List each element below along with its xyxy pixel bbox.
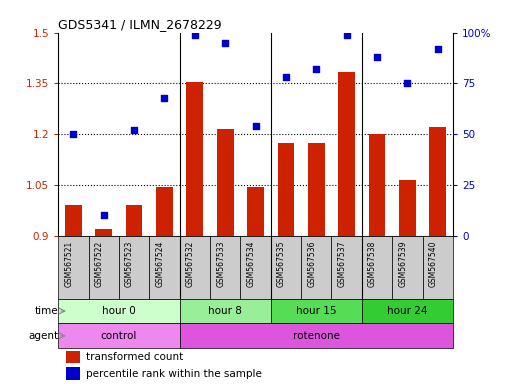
Point (99, 212, 108, 218)
Bar (66, 351, 80, 364)
Point (221, 40, 229, 46)
Bar (307, 142, 324, 235)
Text: GSM567534: GSM567534 (246, 241, 255, 287)
Text: GSM567523: GSM567523 (125, 241, 134, 287)
Bar (300, 235, 331, 299)
Point (281, 74, 289, 80)
Bar (58, 299, 179, 323)
Bar (179, 299, 270, 323)
Point (342, 31, 350, 38)
Text: transformed count: transformed count (86, 352, 183, 362)
Point (312, 66, 320, 72)
Text: GDS5341 / ILMN_2678229: GDS5341 / ILMN_2678229 (58, 18, 221, 31)
Bar (270, 299, 361, 323)
Bar (66, 367, 80, 380)
Text: GSM567540: GSM567540 (428, 241, 437, 287)
Bar (179, 323, 452, 348)
Bar (270, 235, 300, 299)
Point (69, 131, 77, 137)
Text: hour 15: hour 15 (295, 306, 336, 316)
Text: time: time (34, 306, 58, 316)
Text: GSM567521: GSM567521 (64, 241, 73, 287)
Bar (331, 235, 361, 299)
Text: hour 24: hour 24 (386, 306, 427, 316)
Point (372, 54, 380, 60)
Bar (391, 235, 422, 299)
Bar (398, 180, 415, 235)
Point (130, 127, 138, 133)
Bar (247, 187, 264, 235)
Bar (422, 235, 452, 299)
Text: control: control (100, 331, 137, 341)
Text: GSM567532: GSM567532 (185, 241, 194, 287)
Bar (186, 82, 203, 235)
Bar (361, 299, 452, 323)
Bar (149, 235, 179, 299)
Text: hour 0: hour 0 (102, 306, 135, 316)
Text: GSM567536: GSM567536 (307, 241, 316, 287)
Text: GSM567535: GSM567535 (276, 241, 285, 287)
Bar (337, 71, 355, 235)
Text: GSM567533: GSM567533 (216, 241, 225, 287)
Text: hour 8: hour 8 (208, 306, 241, 316)
Bar (156, 187, 173, 235)
Bar (119, 235, 149, 299)
Text: rotenone: rotenone (292, 331, 339, 341)
Bar (179, 235, 210, 299)
Bar (210, 235, 240, 299)
Point (402, 80, 411, 86)
Bar (58, 235, 88, 299)
Text: GSM567522: GSM567522 (94, 241, 104, 287)
Point (251, 123, 259, 129)
Text: GSM567538: GSM567538 (367, 241, 376, 287)
Text: agent: agent (28, 331, 58, 341)
Bar (58, 323, 179, 348)
Point (190, 31, 198, 38)
Bar (126, 205, 142, 235)
Text: GSM567539: GSM567539 (397, 241, 407, 287)
Bar (65, 205, 82, 235)
Bar (368, 134, 385, 235)
Point (160, 94, 168, 101)
Text: GSM567524: GSM567524 (155, 241, 164, 287)
Bar (95, 229, 112, 235)
Text: percentile rank within the sample: percentile rank within the sample (86, 369, 261, 379)
Point (433, 46, 441, 52)
Bar (240, 235, 270, 299)
Text: GSM567537: GSM567537 (337, 241, 346, 287)
Bar (429, 127, 445, 235)
Bar (361, 235, 391, 299)
Bar (217, 129, 233, 235)
Bar (277, 142, 294, 235)
Bar (88, 235, 119, 299)
